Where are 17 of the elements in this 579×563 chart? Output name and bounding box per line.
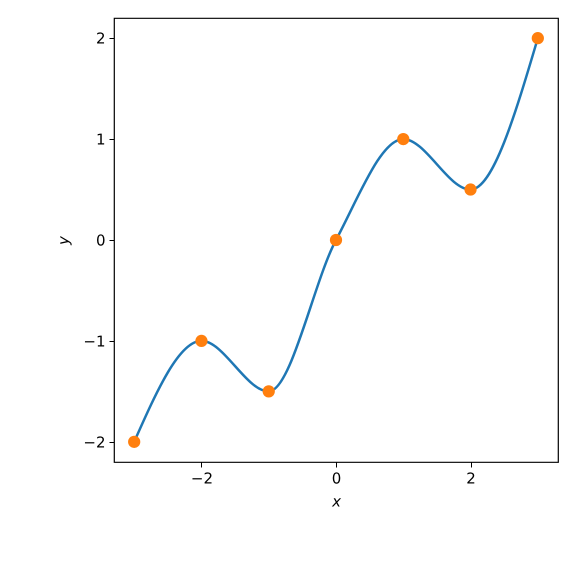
point [397, 132, 410, 146]
x-axis-title: x [331, 492, 342, 510]
point [330, 234, 342, 246]
point [195, 334, 208, 348]
y-tick-label: 1 [96, 130, 106, 149]
y-tick-label: 0 [96, 232, 106, 250]
y-tick-label: −2 [83, 433, 106, 452]
point [464, 183, 477, 196]
y-tick-label: −1 [83, 332, 106, 350]
y-tick-label: 2 [96, 30, 106, 48]
x-tick-label: 0 [332, 470, 342, 488]
y-axis-title: y [54, 234, 72, 246]
point [262, 385, 275, 398]
x-tick-label: 2 [466, 470, 476, 488]
point [128, 436, 140, 448]
point [532, 32, 544, 44]
x-tick-label: −2 [190, 470, 214, 488]
